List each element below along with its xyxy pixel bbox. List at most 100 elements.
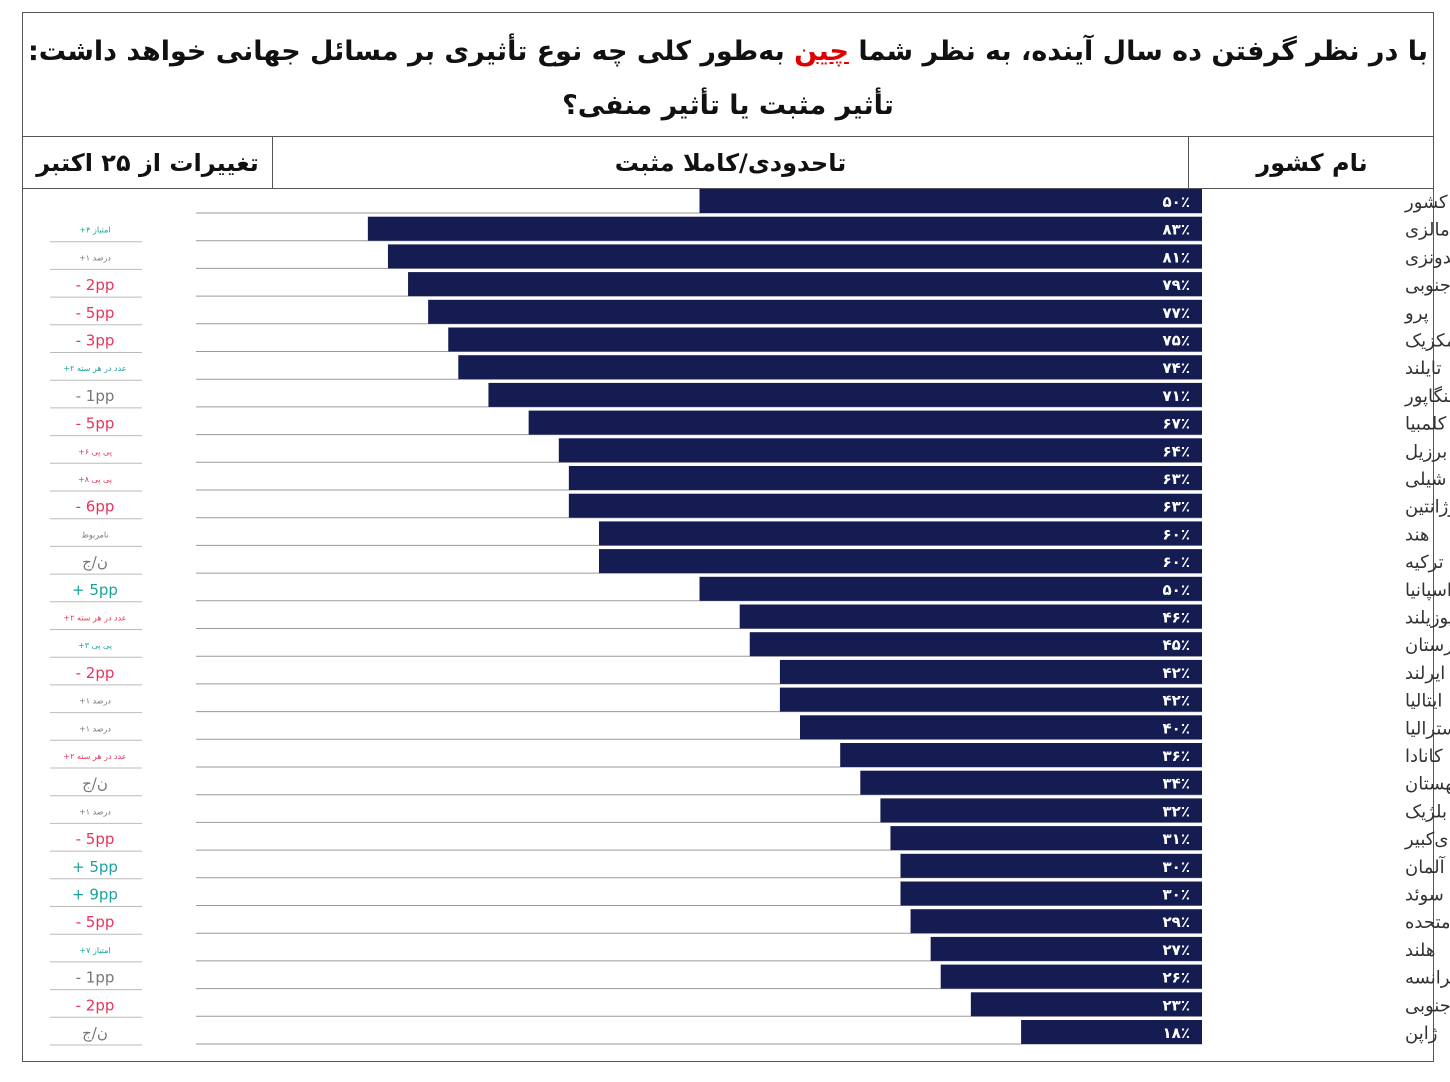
bar bbox=[367, 216, 1203, 241]
bar-value-label: ۷۱٪ bbox=[1163, 387, 1190, 405]
bar-value-label: ۷۹٪ bbox=[1163, 276, 1190, 294]
change-label: - 2pp bbox=[76, 996, 115, 1014]
bar-value-label: ۲۷٪ bbox=[1163, 941, 1190, 959]
bar bbox=[1021, 1020, 1202, 1044]
country-label: پرو bbox=[1404, 303, 1429, 324]
bar-value-label: ۶۰٪ bbox=[1163, 553, 1190, 571]
bar bbox=[599, 521, 1202, 546]
bar-value-label: ۶۷٪ bbox=[1163, 415, 1190, 433]
title-line-2: تأثیر مثبت یا تأثیر منفی؟ bbox=[562, 90, 894, 121]
title-text-before: با در نظر گرفتن ده سال آینده، به نظر شما bbox=[848, 36, 1428, 67]
bar-value-label: ۴۵٪ bbox=[1163, 636, 1190, 654]
bar-value-label: ۳۱٪ bbox=[1163, 830, 1190, 848]
country-label: آرژانتین bbox=[1405, 495, 1450, 518]
country-label: هلند bbox=[1405, 940, 1435, 961]
bar bbox=[408, 272, 1202, 297]
bar bbox=[699, 189, 1202, 213]
bar bbox=[458, 355, 1202, 380]
change-label: - 5pp bbox=[76, 304, 115, 322]
title-text-after: به‌طور کلی چه نوع تأثیری بر مسائل جهانی … bbox=[27, 36, 795, 67]
country-label: سوئد bbox=[1405, 885, 1444, 906]
country-label: کره‌جنوبی bbox=[1405, 995, 1450, 1016]
bar bbox=[800, 715, 1202, 740]
change-label: - 2pp bbox=[76, 664, 115, 682]
change-label: +۲ عدد در هر سته bbox=[63, 752, 126, 761]
change-label: +۱ درصد bbox=[79, 807, 111, 816]
bar-value-label: ۸۱٪ bbox=[1163, 248, 1190, 266]
bar bbox=[699, 576, 1202, 601]
header-change: تغییرات از ۲۵ اکتبر bbox=[23, 137, 273, 188]
country-label: مالزی bbox=[1405, 220, 1450, 241]
bar bbox=[749, 632, 1202, 657]
change-label: +۴ امتیاز bbox=[79, 226, 110, 235]
bar bbox=[910, 909, 1202, 934]
country-label: فرانسه bbox=[1405, 968, 1450, 989]
change-label: +۷ امتیاز bbox=[79, 946, 110, 955]
bar-value-label: ۵۰٪ bbox=[1163, 581, 1190, 599]
chart-title: با در نظر گرفتن ده سال آینده، به نظر شما… bbox=[23, 13, 1433, 137]
country-label: آلمان bbox=[1405, 855, 1446, 878]
bar-value-label: ۳۶٪ bbox=[1163, 747, 1190, 765]
change-label: +۸ پی پی bbox=[78, 475, 112, 484]
country-label: ایالات‌متحده bbox=[1405, 912, 1450, 933]
bar bbox=[900, 853, 1202, 878]
country-label: ترکیه bbox=[1405, 552, 1444, 573]
country-label: بریتانیای‌کبیر bbox=[1404, 829, 1450, 850]
change-label: - 6pp bbox=[76, 498, 115, 516]
bar bbox=[779, 687, 1202, 712]
country-label: تایلند bbox=[1405, 358, 1441, 379]
bar-value-label: ۷۵٪ bbox=[1163, 332, 1190, 350]
header-country: نام کشور bbox=[1256, 148, 1368, 177]
country-label: شیلی bbox=[1405, 469, 1446, 490]
change-label: - 1pp bbox=[76, 387, 115, 405]
header-bars: تاحدودی/کاملا مثبت bbox=[273, 137, 1189, 188]
change-label: +۱ درصد bbox=[79, 724, 111, 733]
bar-value-label: ۲۶٪ bbox=[1163, 969, 1190, 987]
bar-value-label: ۶۳٪ bbox=[1163, 498, 1190, 516]
country-label: مجارستان bbox=[1405, 635, 1450, 656]
bar bbox=[528, 410, 1202, 435]
change-label: - 3pp bbox=[76, 332, 115, 350]
bar bbox=[779, 659, 1202, 684]
country-label: اندونزی bbox=[1405, 247, 1450, 268]
bar-value-label: ۷۴٪ bbox=[1163, 359, 1190, 377]
change-label: - 1pp bbox=[76, 969, 115, 987]
bar-value-label: ۴۲٪ bbox=[1163, 692, 1190, 710]
change-label: ن/ج bbox=[82, 1024, 108, 1043]
country-label: ایرلند bbox=[1405, 663, 1445, 684]
bar bbox=[860, 770, 1202, 795]
bar bbox=[900, 881, 1202, 906]
change-label: + 5pp bbox=[72, 581, 118, 599]
bar-value-label: ۲۹٪ bbox=[1163, 913, 1190, 931]
change-label: نامربوط bbox=[81, 530, 108, 539]
bar bbox=[488, 382, 1202, 407]
country-label: هند bbox=[1405, 524, 1429, 545]
header-row: تغییرات از ۲۵ اکتبر تاحدودی/کاملا مثبت ن… bbox=[23, 137, 1433, 189]
bar-value-label: ۷۷٪ bbox=[1163, 304, 1190, 322]
country-label: برزیل bbox=[1405, 441, 1447, 462]
country-label: سنگاپور bbox=[1404, 385, 1450, 407]
change-label: +۲ عدد در هر سته bbox=[63, 364, 126, 373]
change-label: ن/ج bbox=[82, 553, 108, 572]
bar-value-label: ۵۰٪ bbox=[1163, 193, 1190, 211]
bar-value-label: ۴۰٪ bbox=[1163, 719, 1190, 737]
change-label: - 5pp bbox=[76, 415, 115, 433]
bar bbox=[558, 438, 1202, 463]
bar bbox=[930, 936, 1202, 961]
change-label: - 5pp bbox=[76, 913, 115, 931]
change-label: ن/ج bbox=[82, 775, 108, 794]
bar bbox=[568, 466, 1202, 490]
bar bbox=[387, 244, 1202, 269]
title-highlight-country: چین bbox=[794, 36, 849, 67]
change-label: +۱ درصد bbox=[79, 697, 111, 706]
country-label: لهستان bbox=[1405, 774, 1450, 795]
bar-value-label: ۶۴٪ bbox=[1163, 442, 1190, 460]
chart-frame: با در نظر گرفتن ده سال آینده، به نظر شما… bbox=[22, 12, 1434, 1062]
change-label: - 5pp bbox=[76, 830, 115, 848]
bar-value-label: ۶۰٪ bbox=[1163, 525, 1190, 543]
bar-value-label: ۴۲٪ bbox=[1163, 664, 1190, 682]
bar bbox=[599, 549, 1202, 574]
country-label: استرالیا bbox=[1405, 718, 1450, 739]
bar bbox=[940, 964, 1202, 989]
title-line-1: با در نظر گرفتن ده سال آینده، به نظر شما… bbox=[23, 25, 1433, 79]
